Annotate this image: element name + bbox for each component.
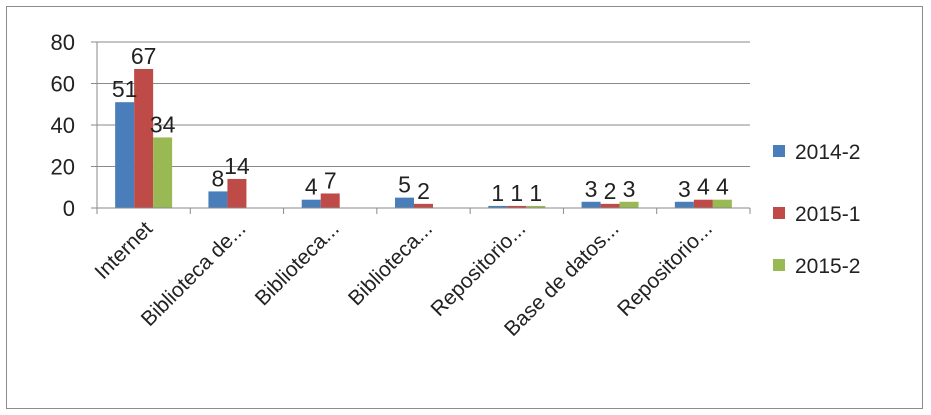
bars [115, 68, 732, 208]
bar [712, 199, 732, 208]
data-label: 3 [585, 176, 598, 202]
data-label: 2 [604, 178, 617, 204]
bar [619, 201, 639, 208]
bar [507, 205, 527, 208]
data-label: 1 [491, 180, 504, 206]
data-label: 1 [510, 180, 523, 206]
data-label: 4 [716, 174, 729, 200]
bar [395, 197, 414, 208]
axes [96, 42, 751, 214]
bar [526, 205, 546, 208]
y-tick-label: 40 [51, 113, 75, 138]
category-label: Biblioteca... [251, 217, 344, 310]
data-label: 4 [305, 174, 318, 200]
legend-label: 2015-2 [795, 255, 860, 278]
bar [208, 191, 228, 208]
legend-swatch [773, 145, 785, 157]
bar [227, 178, 247, 208]
y-tick-label: 80 [51, 30, 75, 55]
bar [581, 201, 601, 208]
bar [115, 102, 135, 208]
y-tick-label: 60 [51, 72, 75, 97]
y-tick-label: 20 [51, 155, 75, 180]
data-label: 14 [224, 153, 250, 179]
data-label: 4 [697, 174, 710, 200]
legend-swatch [773, 259, 785, 271]
data-label: 3 [623, 176, 636, 202]
category-label: Internet [91, 217, 158, 284]
legend-swatch [773, 207, 785, 219]
bar [488, 205, 508, 208]
data-label: 34 [150, 111, 176, 137]
bar [600, 203, 620, 208]
data-label: 3 [678, 176, 691, 202]
legend: 2014-2 2015-1 2015-2 [773, 141, 860, 278]
data-label: 7 [324, 167, 337, 193]
data-label: 2 [417, 178, 430, 204]
data-label: 5 [398, 172, 411, 198]
data-label: 1 [529, 180, 542, 206]
bar [414, 203, 433, 208]
data-label: 51 [112, 76, 138, 102]
category-label: Repositorio... [427, 217, 531, 321]
bar [320, 193, 340, 208]
bar [693, 199, 713, 208]
category-label: Repositorio... [613, 217, 717, 321]
bar [134, 68, 154, 208]
gridlines [97, 41, 750, 167]
y-tick-label: 0 [63, 196, 75, 221]
legend-label: 2014-2 [795, 141, 860, 164]
bar [301, 199, 321, 208]
bar [674, 201, 694, 208]
data-label: 8 [212, 165, 225, 191]
y-axis-ticks: 0 20 40 60 80 [51, 30, 97, 221]
legend-label: 2015-1 [795, 203, 860, 226]
data-label: 67 [131, 43, 157, 69]
bar [153, 137, 173, 208]
category-label: Biblioteca... [344, 217, 437, 310]
